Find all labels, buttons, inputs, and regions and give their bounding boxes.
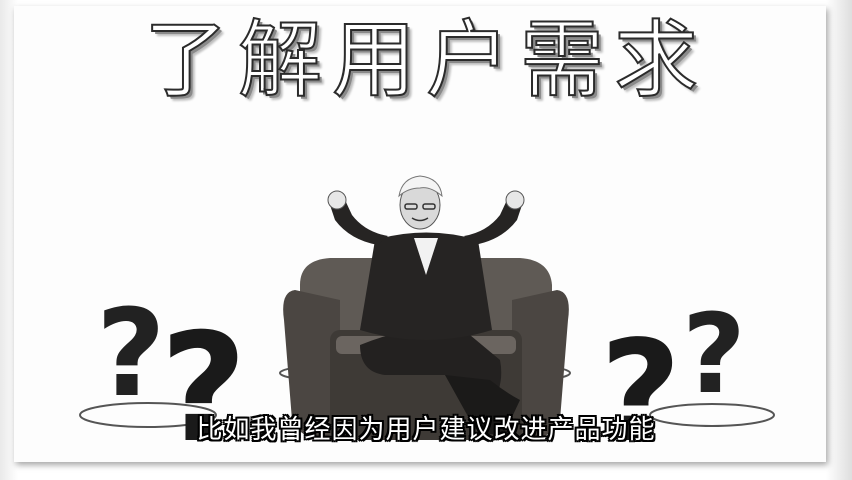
frame-edge-left <box>0 0 18 480</box>
question-mark-icon: ? <box>600 311 681 474</box>
svg-text:?: ? <box>160 302 247 476</box>
person-figure <box>327 175 525 435</box>
svg-text:?: ? <box>600 311 681 474</box>
svg-text:?: ? <box>96 285 166 424</box>
frame-edge-right <box>826 0 852 480</box>
svg-text:?: ? <box>682 290 746 418</box>
question-mark-icon: ? <box>96 285 166 424</box>
question-mark-icon: ? <box>682 290 746 418</box>
floor-ring-left <box>79 402 217 428</box>
floor-ring-right <box>649 403 775 427</box>
fist-left <box>327 190 347 210</box>
slide-title: 了解用户需求 <box>143 11 708 109</box>
subtitle-caption: 比如我曾经因为用户建议改进产品功能 <box>196 415 656 445</box>
fist-right <box>505 190 525 210</box>
question-mark-icon: ? <box>160 302 247 476</box>
